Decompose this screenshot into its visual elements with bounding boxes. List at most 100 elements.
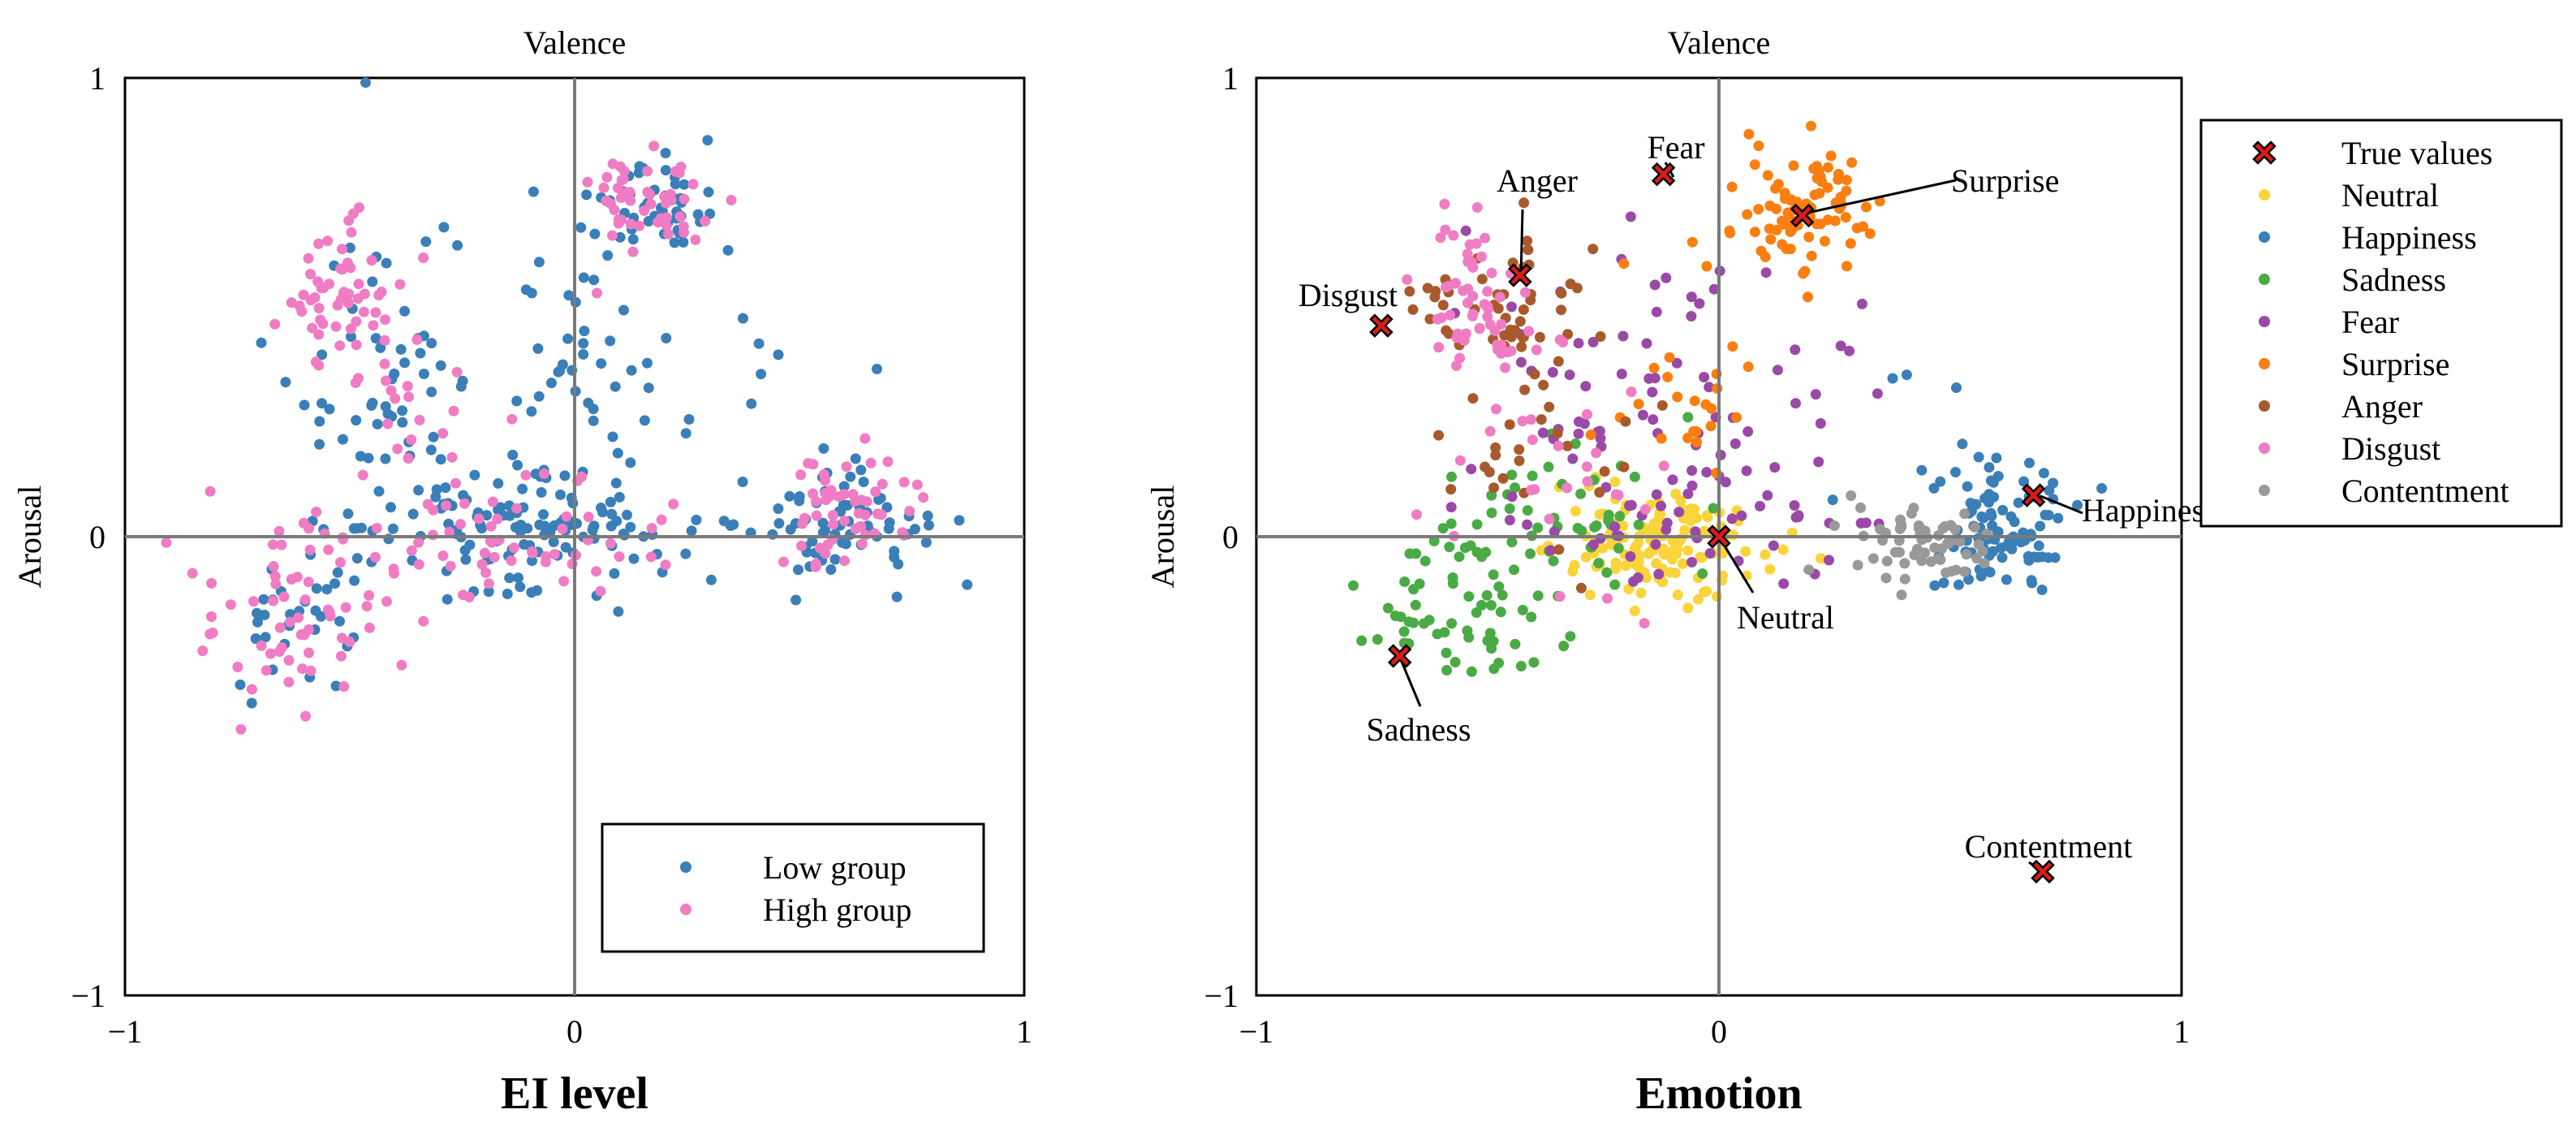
data-point-high-group [205, 611, 217, 622]
data-point-high-group [520, 469, 532, 481]
data-point-contentment [1945, 566, 1957, 577]
data-point-high-group [486, 537, 498, 548]
data-point-high-group [558, 576, 570, 587]
data-point-neutral [1671, 548, 1682, 559]
data-point-fear [1537, 427, 1549, 438]
data-point-surprise [1656, 433, 1667, 444]
data-point-high-group [492, 513, 503, 524]
data-point-contentment [1846, 490, 1857, 501]
left-legend-label-low-group: Low group [763, 849, 907, 886]
data-point-surprise [1765, 234, 1777, 245]
right-legend-marker-sadness [2259, 274, 2270, 285]
data-point-sadness [1601, 567, 1613, 578]
data-point-disgust [1464, 239, 1475, 250]
data-point-high-group [877, 478, 888, 490]
data-point-surprise [1633, 399, 1644, 410]
data-point-high-group [304, 523, 314, 534]
data-point-high-group [394, 278, 406, 290]
data-point-high-group [455, 519, 466, 530]
data-point-surprise [1743, 128, 1755, 140]
data-point-high-group [582, 176, 593, 188]
data-point-fear [1567, 453, 1579, 464]
right-legend-marker-surprise [2259, 358, 2270, 369]
data-point-surprise [1777, 239, 1788, 250]
data-point-sadness [1506, 537, 1518, 548]
data-point-high-group [841, 461, 852, 473]
true-value-marker-contentment [2031, 859, 2055, 884]
true-value-marker-happiness [2021, 483, 2046, 507]
data-point-surprise [1712, 382, 1723, 394]
data-point-surprise [1835, 192, 1846, 203]
data-point-anger [1490, 450, 1501, 461]
data-point-high-group [821, 494, 832, 506]
data-point-sadness [1697, 568, 1708, 579]
left-ytick-bottom: −1 [71, 978, 106, 1014]
data-point-low-group [435, 454, 446, 465]
data-point-contentment [1829, 520, 1840, 531]
data-point-happiness [1984, 462, 1995, 473]
data-point-fear [1574, 416, 1584, 427]
data-point-sadness [1572, 523, 1583, 533]
data-point-fear [1609, 521, 1621, 533]
data-point-low-group [562, 333, 574, 344]
left-points-layer [161, 77, 973, 735]
data-point-fear [1653, 568, 1665, 580]
data-point-disgust [1639, 618, 1650, 629]
data-point-high-group [459, 498, 470, 509]
right-ytick-mid: 0 [1222, 519, 1238, 555]
data-point-high-group [825, 485, 837, 496]
data-point-low-group [380, 453, 391, 464]
data-point-high-group [197, 645, 209, 657]
data-point-fear [1625, 550, 1636, 562]
data-point-disgust [1523, 326, 1535, 337]
data-point-high-group [418, 615, 429, 627]
data-point-contentment [1915, 529, 1926, 541]
data-point-high-group [225, 599, 236, 611]
data-point-high-group [364, 589, 375, 601]
data-point-disgust [1462, 248, 1473, 260]
data-point-fear [1699, 372, 1710, 382]
data-point-high-group [388, 563, 399, 575]
data-point-fear [1445, 502, 1457, 513]
data-point-fear [1686, 311, 1697, 322]
data-point-surprise [1727, 341, 1738, 352]
data-point-fear [1618, 330, 1629, 342]
data-point-sadness [1629, 471, 1640, 482]
data-point-surprise [1701, 261, 1712, 272]
data-point-low-group [415, 348, 426, 359]
data-point-surprise [1798, 268, 1809, 279]
data-point-surprise [1742, 209, 1753, 220]
data-point-surprise [1803, 231, 1815, 243]
data-point-high-group [487, 496, 498, 507]
right-legend-label-true-values: True values [2341, 135, 2492, 171]
data-point-disgust [1471, 202, 1483, 213]
data-point-high-group [334, 557, 346, 568]
data-point-fear [1715, 450, 1726, 460]
data-point-high-group [205, 628, 216, 640]
data-point-anger [1556, 304, 1566, 316]
data-point-sadness [1543, 461, 1554, 473]
data-point-high-group [625, 218, 636, 230]
left-legend: Low group High group [601, 822, 985, 953]
data-point-low-group [642, 357, 653, 369]
data-point-low-group [613, 606, 624, 617]
data-point-sadness [1399, 576, 1411, 587]
data-point-surprise [1731, 412, 1742, 423]
right-legend-label-happiness: Happiness [2341, 219, 2477, 256]
right-legend-label-fear: Fear [2341, 304, 2399, 340]
data-point-neutral [1679, 524, 1691, 536]
data-point-low-group [596, 503, 606, 513]
data-point-low-group [330, 680, 342, 692]
data-point-sadness [1522, 505, 1533, 516]
data-point-low-group [504, 572, 515, 584]
data-point-high-group [371, 523, 382, 533]
data-point-fear [1768, 540, 1779, 551]
data-point-high-group [232, 662, 243, 672]
data-point-low-group [443, 518, 454, 529]
data-point-high-group [557, 523, 568, 534]
data-point-high-group [646, 523, 657, 534]
data-point-fear [1661, 272, 1672, 283]
data-point-surprise [1726, 181, 1738, 192]
data-point-fear [1720, 477, 1731, 488]
data-point-happiness [2036, 585, 2048, 595]
